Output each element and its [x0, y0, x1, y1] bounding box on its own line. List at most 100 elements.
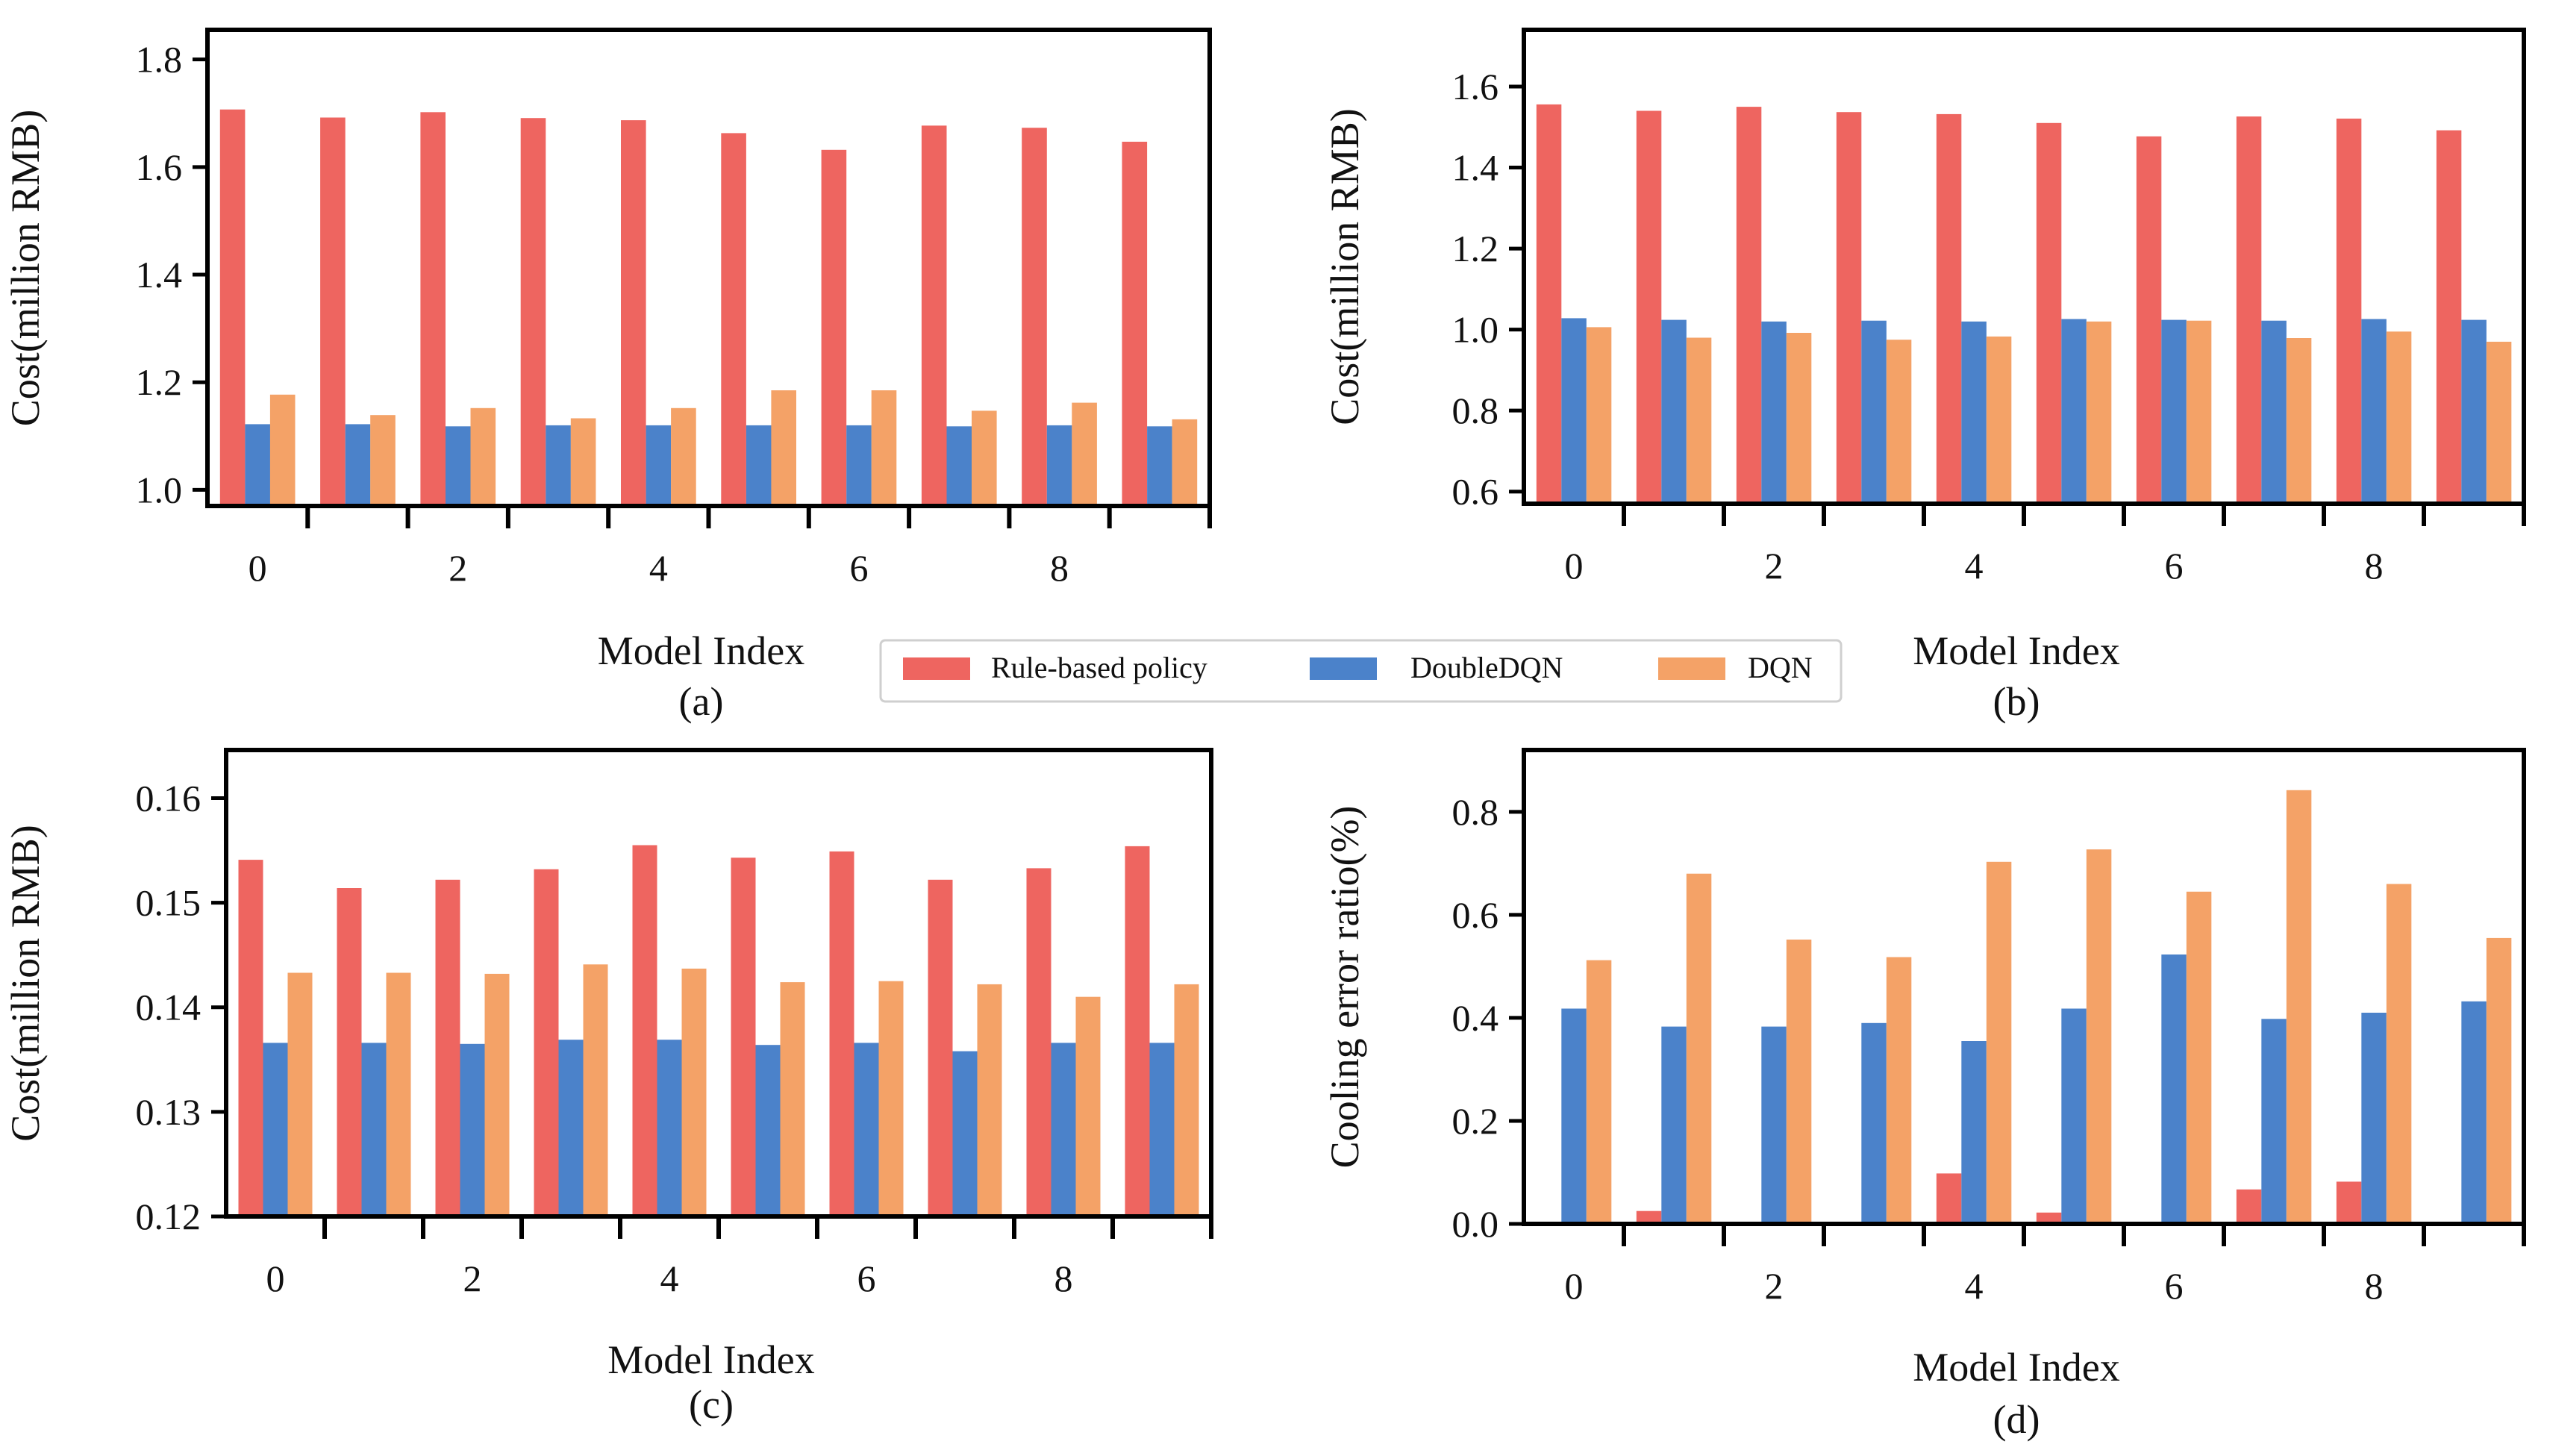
bar-rule-based-b-2: [1736, 107, 1762, 504]
y-axis-label-b: Cost(million RMB): [1322, 108, 1367, 425]
bar-doubledqn-d-5: [2061, 1008, 2087, 1224]
bar-doubledqn-a-7: [946, 426, 972, 506]
bar-doubledqn-d-6: [2161, 954, 2187, 1224]
x-tick-label-a-1: 2: [449, 547, 467, 589]
legend-swatch-rule-based: [903, 657, 970, 680]
bar-doubledqn-a-1: [345, 424, 371, 506]
bar-dqn-c-4: [681, 968, 707, 1216]
bar-dqn-b-1: [1686, 337, 1712, 504]
bar-doubledqn-d-9: [2461, 1001, 2487, 1224]
y-tick-label-a-3: 1.6: [136, 146, 183, 188]
bar-doubledqn-b-7: [2261, 320, 2287, 504]
bar-dqn-d-2: [1786, 940, 1812, 1224]
bar-rule-based-b-0: [1536, 104, 1562, 504]
x-axis-label-b: Model Index: [1913, 628, 2119, 673]
caption-a: (a): [679, 679, 724, 724]
x-tick-label-b-3: 6: [2165, 545, 2184, 587]
bar-doubledqn-c-9: [1149, 1043, 1175, 1216]
x-tick-label-a-0: 0: [249, 547, 267, 589]
bar-doubledqn-b-8: [2361, 319, 2387, 504]
bar-doubledqn-d-1: [1661, 1026, 1687, 1224]
bar-rule-based-b-7: [2236, 116, 2262, 504]
bar-doubledqn-c-2: [460, 1043, 485, 1216]
bar-dqn-c-9: [1174, 984, 1199, 1216]
bar-rule-based-d-8: [2336, 1181, 2362, 1224]
bar-doubledqn-a-6: [846, 425, 872, 506]
x-axis-label-a: Model Index: [598, 628, 804, 673]
bar-rule-based-a-1: [320, 117, 346, 506]
caption-c: (c): [689, 1382, 734, 1427]
bar-rule-based-c-0: [238, 860, 263, 1216]
bar-doubledqn-c-1: [361, 1043, 387, 1216]
y-tick-label-a-1: 1.2: [136, 361, 183, 403]
x-tick-label-c-1: 2: [463, 1257, 482, 1299]
bar-rule-based-c-9: [1125, 846, 1150, 1216]
y-tick-label-b-1: 0.8: [1452, 390, 1499, 431]
y-tick-label-b-3: 1.2: [1452, 228, 1499, 269]
bar-doubledqn-c-8: [1051, 1043, 1076, 1216]
bar-dqn-a-6: [871, 390, 897, 506]
bar-dqn-b-4: [1986, 336, 2012, 504]
y-tick-label-b-0: 0.6: [1452, 471, 1499, 513]
bar-dqn-d-1: [1686, 873, 1712, 1224]
bar-doubledqn-a-3: [546, 425, 571, 506]
bar-rule-based-c-6: [829, 851, 854, 1216]
bar-dqn-b-5: [2086, 321, 2112, 504]
x-tick-label-c-4: 8: [1054, 1257, 1073, 1299]
bar-dqn-a-1: [370, 415, 396, 506]
bar-rule-based-a-7: [921, 125, 947, 507]
bar-dqn-a-0: [269, 394, 296, 506]
y-tick-label-c-4: 0.16: [136, 777, 201, 819]
legend-label-dqn: DQN: [1748, 651, 1813, 684]
bar-dqn-d-5: [2086, 849, 2112, 1224]
bar-doubledqn-a-8: [1046, 425, 1072, 506]
y-tick-label-a-4: 1.8: [136, 39, 183, 81]
x-tick-label-b-2: 4: [1965, 545, 1984, 587]
bar-rule-based-b-3: [1836, 112, 1862, 504]
bar-rule-based-a-8: [1022, 128, 1047, 506]
legend: Rule-based policy DoubleDQN DQN: [879, 639, 1843, 703]
y-tick-label-b-5: 1.6: [1452, 66, 1499, 107]
chart-panel-b: 0.6 0.8 1.0 1.2 1.4 1.6 0 2 4 6 8 Model Index Cost(m…: [1322, 28, 2526, 724]
bar-dqn-b-8: [2386, 331, 2412, 504]
x-axis-label-d: Model Index: [1913, 1345, 2119, 1390]
bar-dqn-c-5: [780, 982, 805, 1216]
bar-dqn-c-6: [878, 981, 904, 1216]
y-tick-label-d-1: 0.2: [1452, 1100, 1499, 1142]
bar-rule-based-a-4: [621, 120, 646, 507]
bar-doubledqn-d-2: [1761, 1026, 1787, 1224]
bar-rule-based-c-1: [337, 888, 362, 1216]
bar-rule-based-c-5: [731, 857, 756, 1216]
bar-dqn-c-0: [287, 972, 313, 1216]
bar-dqn-b-3: [1886, 340, 1912, 504]
x-tick-label-b-1: 2: [1765, 545, 1784, 587]
bar-doubledqn-a-5: [746, 425, 772, 506]
y-axis-label-c: Cost(million RMB): [3, 825, 48, 1142]
chart-panel-c: 0.12 0.13 0.14 0.15 0.16 0 2 4 6 8 Model Index Cost…: [3, 748, 1213, 1427]
legend-swatch-doubledqn: [1310, 657, 1377, 680]
bar-doubledqn-b-3: [1861, 320, 1887, 504]
y-tick-label-d-2: 0.4: [1452, 997, 1499, 1039]
bar-doubledqn-d-7: [2261, 1019, 2287, 1224]
bar-dqn-c-2: [484, 973, 510, 1216]
bar-rule-based-b-6: [2136, 136, 2162, 504]
bar-rule-based-a-9: [1122, 141, 1148, 506]
bar-dqn-c-8: [1075, 996, 1101, 1216]
y-tick-label-b-2: 1.0: [1452, 309, 1499, 351]
y-axis-label-d: Cooling error ratio(%): [1322, 806, 1367, 1169]
legend-label-rule-based: Rule-based policy: [991, 651, 1207, 684]
bar-doubledqn-b-6: [2161, 319, 2187, 504]
bar-rule-based-b-4: [1936, 113, 1962, 504]
bar-rule-based-d-1: [1636, 1210, 1662, 1224]
bar-rule-based-a-2: [420, 112, 446, 507]
x-tick-label-c-2: 4: [660, 1257, 679, 1299]
bar-rule-based-a-0: [219, 109, 246, 506]
x-tick-label-d-1: 2: [1765, 1265, 1784, 1307]
bar-doubledqn-c-3: [558, 1040, 584, 1216]
x-tick-label-c-3: 6: [857, 1257, 876, 1299]
bar-rule-based-a-6: [821, 149, 847, 507]
x-tick-label-a-4: 8: [1050, 547, 1069, 589]
bar-rule-based-b-1: [1636, 110, 1662, 504]
bar-rule-based-d-7: [2236, 1189, 2262, 1224]
